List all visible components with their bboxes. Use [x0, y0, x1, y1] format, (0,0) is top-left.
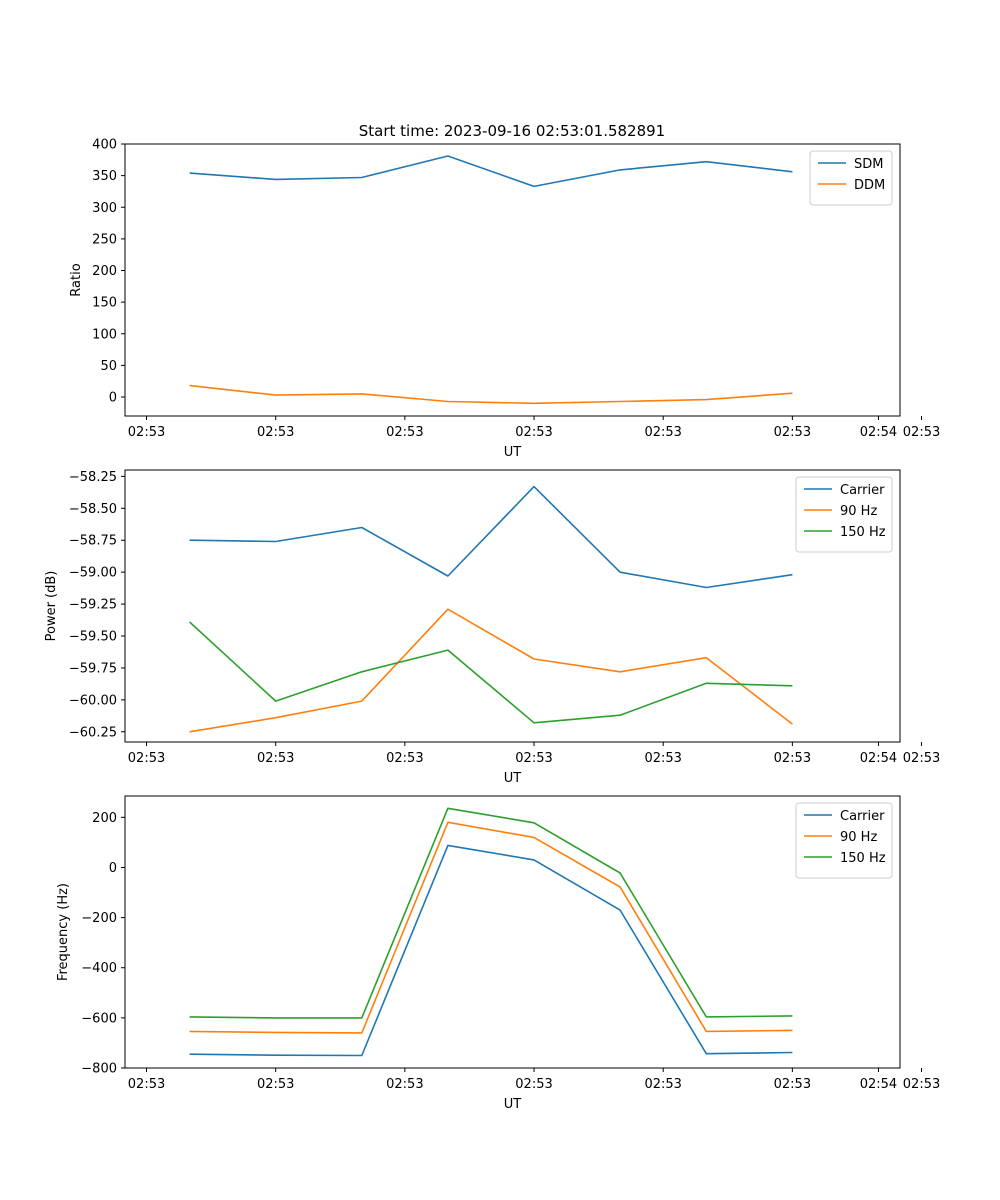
x-tick-label: 02:53: [386, 1077, 423, 1092]
ratio-axes-frame: [124, 143, 901, 417]
legend-label: Carrier: [840, 483, 885, 498]
y-tick-label: 200: [92, 811, 117, 826]
ratio-legend: SDM DDM: [809, 150, 893, 206]
x-tick-label: 02:53: [128, 1077, 165, 1092]
x-tick-label: 02:53: [903, 751, 940, 766]
x-tick-label: 02:53: [515, 1077, 552, 1092]
y-tick-label: 0: [109, 391, 117, 406]
frequency-axes-frame: [124, 795, 901, 1069]
x-tick-label: 02:53: [128, 751, 165, 766]
y-tick-label: 100: [92, 327, 117, 342]
y-axis-label: Power (dB): [44, 571, 59, 642]
legend-box: [795, 476, 893, 553]
power-series-carrier-line: [189, 485, 793, 589]
y-tick-label: −200: [81, 911, 117, 926]
x-tick-label: 02:53: [257, 1077, 294, 1092]
x-tick-label: 02:53: [128, 425, 165, 440]
x-tick-label: 02:53: [257, 425, 294, 440]
power-axes-frame: [124, 469, 901, 743]
legend-label: 90 Hz: [840, 504, 877, 519]
y-tick-label: −59.00: [69, 566, 117, 581]
x-tick-label: 02:54: [860, 425, 897, 440]
frequency-series-90-hz-line: [189, 821, 793, 1034]
ratio-series-sdm-line: [189, 155, 793, 188]
y-tick-label: −600: [81, 1011, 117, 1026]
x-axis-label: UT: [504, 445, 522, 460]
x-axis-label: UT: [504, 1097, 522, 1112]
y-tick-label: 150: [92, 296, 117, 311]
frequency-series-carrier-line: [189, 844, 793, 1057]
power-series-90-hz-line: [189, 608, 793, 733]
y-tick-label: −60.25: [69, 725, 117, 740]
power-legend: Carrier 90 Hz 150 Hz: [795, 476, 893, 553]
x-tick-label: 02:53: [903, 1077, 940, 1092]
y-tick-label: −60.00: [69, 693, 117, 708]
y-tick-label: −59.25: [69, 598, 117, 613]
y-axis-label: Ratio: [69, 263, 84, 296]
legend-box: [809, 150, 893, 206]
x-tick-label: 02:53: [903, 425, 940, 440]
x-axis-label: UT: [504, 771, 522, 786]
x-tick-label: 02:53: [515, 751, 552, 766]
power-panel: 02:53 02:53 02:53 02:53 02:53 02:53 02:53 02:54…: [44, 469, 940, 786]
x-tick-label: 02:53: [257, 751, 294, 766]
ratio-series-ddm-line: [189, 384, 793, 405]
y-tick-label: 250: [92, 232, 117, 247]
frequency-series-150-hz-line: [189, 807, 793, 1019]
x-tick-label: 02:54: [860, 751, 897, 766]
x-tick-label: 02:53: [386, 425, 423, 440]
x-tick-label: 02:53: [386, 751, 423, 766]
x-tick-label: 02:53: [515, 425, 552, 440]
legend-label: DDM: [854, 178, 885, 193]
x-tick-label: 02:53: [774, 425, 811, 440]
x-tick-label: 02:53: [644, 1077, 681, 1092]
frequency-legend: Carrier 90 Hz 150 Hz: [795, 802, 893, 879]
y-tick-label: −59.75: [69, 661, 117, 676]
y-tick-label: −800: [81, 1062, 117, 1077]
y-tick-label: 350: [92, 169, 117, 184]
y-tick-label: −58.25: [69, 470, 117, 485]
x-tick-label: 02:53: [774, 751, 811, 766]
x-tick-label: 02:54: [860, 1077, 897, 1092]
legend-label: Carrier: [840, 809, 885, 824]
y-tick-label: −58.75: [69, 534, 117, 549]
chart-title: Start time: 2023-09-16 02:53:01.582891: [359, 122, 665, 140]
legend-label: 150 Hz: [840, 851, 886, 866]
y-tick-label: 200: [92, 264, 117, 279]
frequency-panel: 02:53 02:53 02:53 02:53 02:53 02:53 02:53 02:54…: [56, 795, 940, 1112]
y-tick-label: −59.50: [69, 630, 117, 645]
x-tick-label: 02:53: [774, 1077, 811, 1092]
legend-label: 150 Hz: [840, 525, 886, 540]
y-tick-label: 0: [109, 861, 117, 876]
legend-box: [795, 802, 893, 879]
legend-label: SDM: [854, 157, 883, 172]
y-tick-label: 400: [92, 138, 117, 153]
legend-label: 90 Hz: [840, 830, 877, 845]
ratio-panel: 02:53 02:53 02:53 02:53 02:53 02:53 02:53 02:54…: [69, 138, 940, 461]
x-tick-label: 02:53: [644, 425, 681, 440]
y-tick-label: 300: [92, 201, 117, 216]
y-axis-label: Frequency (Hz): [56, 883, 71, 981]
x-tick-label: 02:53: [644, 751, 681, 766]
power-series-150-hz-line: [189, 621, 793, 724]
y-tick-label: 50: [100, 359, 117, 374]
y-tick-label: −58.50: [69, 502, 117, 517]
y-tick-label: −400: [81, 961, 117, 976]
